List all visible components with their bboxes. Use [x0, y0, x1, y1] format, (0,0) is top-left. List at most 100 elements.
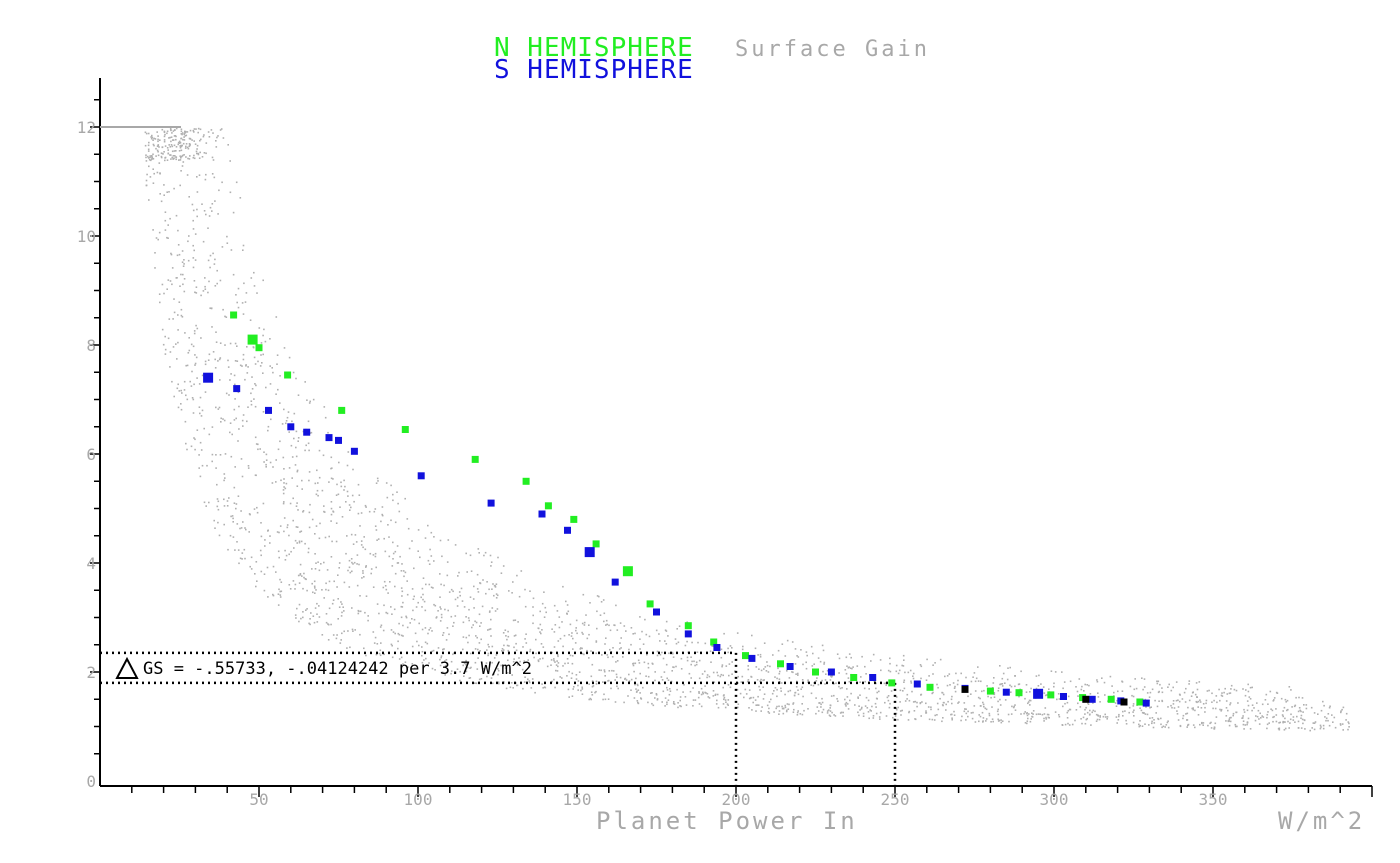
data-point [653, 608, 660, 616]
cloud-point [993, 692, 996, 694]
cloud-point [387, 524, 389, 526]
cloud-point [344, 485, 346, 488]
cloud-point [603, 669, 606, 671]
cloud-point [393, 608, 396, 611]
cloud-point [288, 584, 291, 586]
cloud-point [1266, 713, 1269, 716]
cloud-point [399, 555, 401, 558]
cloud-point [737, 675, 739, 678]
cloud-point [816, 706, 819, 708]
cloud-point [491, 661, 493, 664]
cloud-point [435, 617, 438, 619]
cloud-point [209, 307, 211, 309]
cloud-point [419, 556, 421, 559]
cloud-point [575, 629, 577, 632]
cloud-point [253, 285, 256, 287]
cloud-point [889, 662, 891, 665]
cloud-point [171, 380, 173, 383]
cloud-point [1009, 666, 1011, 669]
cloud-point [755, 666, 758, 668]
cloud-point [767, 711, 770, 713]
chart-subtitle: Surface Gain [735, 37, 930, 62]
cloud-point [797, 656, 800, 658]
cloud-point [1086, 711, 1089, 714]
cloud-point [406, 580, 408, 582]
cloud-point [321, 634, 324, 636]
cloud-point [425, 657, 427, 660]
cloud-point [1076, 690, 1079, 693]
cloud-point [372, 631, 375, 633]
cloud-point [920, 693, 923, 696]
cloud-point [450, 660, 453, 663]
cloud-point [937, 708, 940, 711]
cloud-point [837, 700, 839, 702]
cloud-point [496, 594, 499, 597]
cloud-point [871, 705, 873, 708]
cloud-point [571, 655, 574, 657]
cloud-point [145, 184, 148, 187]
cloud-point [497, 668, 499, 670]
cloud-point [990, 721, 992, 723]
cloud-point [1342, 729, 1344, 731]
cloud-point [470, 570, 473, 572]
data-point [471, 455, 479, 463]
cloud-point [714, 693, 717, 696]
cloud-point [572, 688, 574, 690]
cloud-point [902, 654, 905, 657]
cloud-point [470, 666, 472, 669]
cloud-point [162, 153, 164, 155]
cloud-point [194, 259, 197, 261]
cloud-point [427, 559, 430, 562]
cloud-point [338, 567, 340, 569]
cloud-point [161, 128, 164, 131]
cloud-point [195, 150, 198, 153]
cloud-point [704, 642, 707, 645]
cloud-point [446, 627, 449, 629]
cloud-point [237, 306, 240, 309]
cloud-point [600, 601, 603, 603]
cloud-point [358, 610, 360, 613]
cloud-point [450, 672, 452, 675]
cloud-point [157, 238, 159, 241]
cloud-point [394, 585, 396, 588]
cloud-point [262, 372, 264, 374]
cloud-point [494, 585, 497, 587]
cloud-point [553, 631, 556, 633]
cloud-point [173, 311, 176, 314]
cloud-point [168, 144, 170, 146]
cloud-point [1028, 699, 1031, 702]
cloud-point [352, 563, 354, 565]
cloud-point [999, 683, 1001, 686]
cloud-point [418, 644, 420, 647]
cloud-point [365, 506, 367, 508]
cloud-point [278, 556, 280, 559]
cloud-point [711, 645, 713, 647]
cloud-point [170, 252, 172, 255]
cloud-point [1257, 709, 1260, 712]
cloud-point [789, 689, 792, 692]
cloud-point [999, 665, 1001, 667]
data-point [742, 652, 749, 660]
cloud-point [916, 705, 918, 708]
cloud-point [581, 647, 583, 650]
cloud-point [712, 695, 715, 697]
cloud-point [576, 632, 578, 635]
cloud-point [396, 491, 398, 493]
cloud-point [178, 253, 181, 256]
cloud-point [325, 613, 328, 615]
cloud-point [279, 590, 281, 593]
cloud-point [598, 669, 600, 671]
cloud-point [163, 151, 165, 153]
cloud-point [158, 162, 161, 164]
gain-annotation: GS = -.55733, -.04124242 per 3.7 W/m^2 [143, 659, 532, 679]
cloud-point [167, 149, 169, 151]
cloud-point [590, 698, 592, 701]
cloud-point [277, 593, 280, 595]
cloud-point [581, 686, 583, 689]
cloud-point [912, 675, 914, 677]
cloud-point [267, 596, 269, 598]
cloud-point [1187, 706, 1189, 709]
cloud-point [679, 699, 681, 702]
cloud-point [375, 529, 378, 531]
cloud-point [1214, 722, 1217, 725]
